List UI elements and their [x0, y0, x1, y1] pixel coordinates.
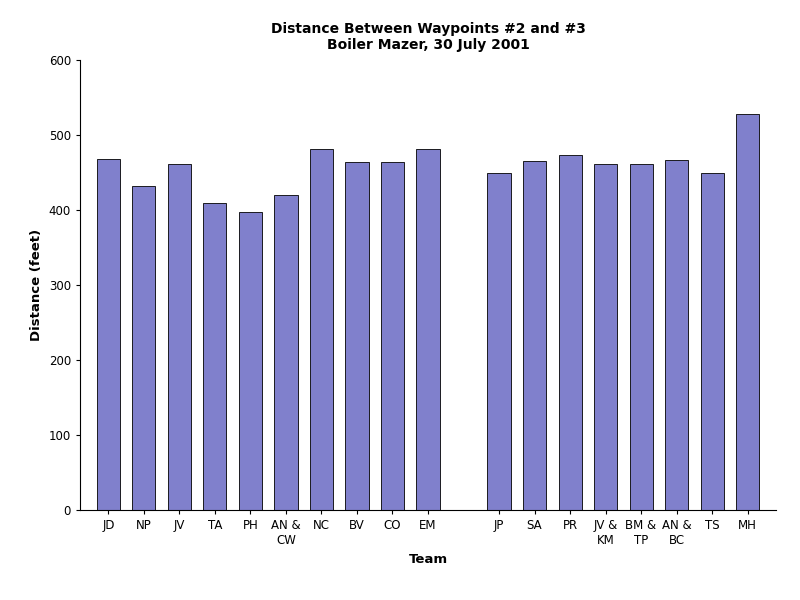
Bar: [203, 202, 226, 510]
Bar: [274, 195, 298, 510]
Bar: [417, 148, 439, 510]
Bar: [487, 173, 510, 510]
Bar: [736, 114, 759, 510]
Bar: [168, 163, 191, 510]
Bar: [630, 164, 653, 510]
Bar: [346, 162, 369, 510]
Bar: [665, 160, 688, 510]
Bar: [97, 159, 120, 510]
Bar: [558, 155, 582, 510]
Bar: [381, 162, 404, 510]
Bar: [310, 149, 333, 510]
Title: Distance Between Waypoints #2 and #3
Boiler Mazer, 30 July 2001: Distance Between Waypoints #2 and #3 Boi…: [270, 22, 586, 52]
X-axis label: Team: Team: [409, 553, 447, 566]
Bar: [701, 173, 724, 510]
Bar: [594, 164, 617, 510]
Bar: [239, 212, 262, 510]
Bar: [523, 160, 546, 510]
Bar: [132, 186, 155, 510]
Y-axis label: Distance (feet): Distance (feet): [30, 229, 43, 341]
